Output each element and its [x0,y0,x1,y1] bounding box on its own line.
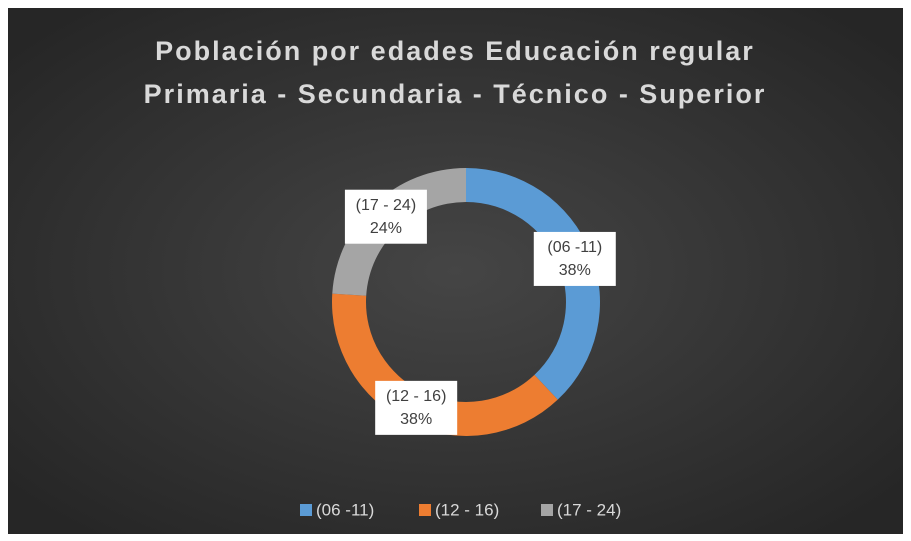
legend-label: (17 - 24) [557,500,621,519]
data-label-category: (17 - 24) [356,197,416,214]
legend-label: (12 - 16) [435,500,499,519]
data-label-box [344,189,427,244]
donut-segment [332,168,466,296]
chart-title: Primaria - Secundaria - Técnico - Superi… [144,79,767,109]
data-label-value: 38% [400,411,432,428]
legend-label: (06 -11) [316,500,374,519]
data-label-box [533,231,616,286]
donut-segment [466,168,600,400]
data-label-value: 38% [559,262,591,279]
chart-title: Población por edades Educación regular [155,36,755,66]
data-label-value: 24% [370,220,402,237]
data-label-category: (06 -11) [547,239,602,256]
legend-swatch [541,504,553,516]
data-label-category: (12 - 16) [386,388,446,405]
data-label-box [375,380,458,435]
legend-swatch [419,504,431,516]
chart-background [8,8,903,534]
legend-swatch [300,504,312,516]
